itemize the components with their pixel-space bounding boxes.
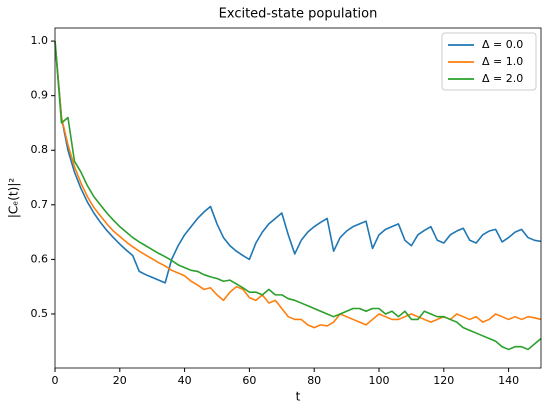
y-tick-label: 1.0 [31, 34, 49, 47]
legend-label: Δ = 0.0 [482, 38, 523, 51]
x-tick-label: 120 [433, 374, 454, 387]
y-axis-label: |Cₑ(t)|² [7, 178, 21, 219]
x-axis-label: t [296, 390, 301, 404]
data-line [54, 41, 542, 284]
legend-label: Δ = 1.0 [482, 55, 523, 68]
data-line [54, 41, 542, 351]
plot-frame [54, 27, 542, 369]
x-tick-label: 140 [498, 374, 519, 387]
legend-box [441, 32, 537, 91]
x-tick-label: 20 [113, 374, 127, 387]
y-tick-label: 0.6 [31, 252, 49, 265]
y-tick-label: 0.7 [31, 198, 49, 211]
legend-label: Δ = 2.0 [482, 72, 523, 85]
x-tick-label: 0 [52, 374, 59, 387]
x-tick-label: 80 [307, 374, 321, 387]
x-tick-label: 60 [242, 374, 256, 387]
y-tick-label: 0.5 [31, 307, 49, 320]
chart-title: Excited-state population [219, 7, 378, 22]
x-tick-label: 40 [178, 374, 192, 387]
y-tick-label: 0.8 [31, 143, 49, 156]
x-tick-label: 100 [369, 374, 390, 387]
y-tick-label: 0.9 [31, 89, 49, 102]
data-line [54, 41, 542, 329]
